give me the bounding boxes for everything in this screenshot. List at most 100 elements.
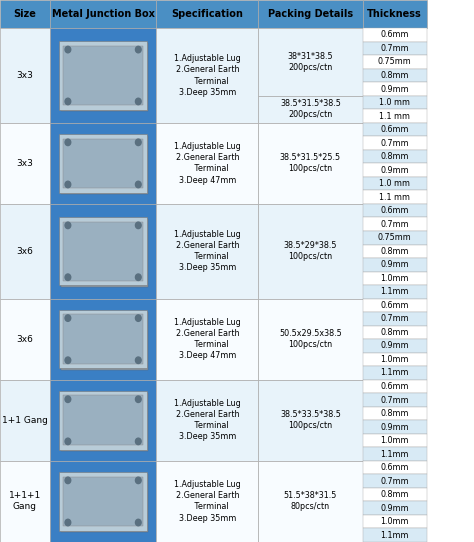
Bar <box>363 82 427 96</box>
Text: 0.75mm: 0.75mm <box>378 233 411 242</box>
Bar <box>363 69 427 82</box>
Text: 1.1mm: 1.1mm <box>380 450 409 459</box>
Text: 1.1mm: 1.1mm <box>380 287 409 296</box>
Text: 1.0mm: 1.0mm <box>380 517 409 526</box>
Bar <box>63 139 143 188</box>
Bar <box>363 150 427 163</box>
Bar <box>363 42 427 55</box>
Bar <box>50 299 156 380</box>
Text: 0.9mm: 0.9mm <box>380 85 409 94</box>
Bar <box>156 380 258 461</box>
Text: 1.0mm: 1.0mm <box>380 355 409 364</box>
Bar <box>363 123 427 137</box>
Bar <box>61 136 148 194</box>
Bar <box>0 28 50 123</box>
Bar <box>363 163 427 177</box>
Bar <box>59 134 147 192</box>
Bar <box>0 204 50 299</box>
Bar <box>61 393 148 451</box>
Bar <box>61 43 148 111</box>
Bar <box>258 28 363 96</box>
Bar <box>156 299 258 380</box>
Circle shape <box>65 274 71 280</box>
Circle shape <box>136 139 141 146</box>
Bar <box>363 244 427 258</box>
Circle shape <box>65 396 71 403</box>
Bar <box>363 447 427 461</box>
Circle shape <box>136 222 141 229</box>
Bar <box>363 474 427 488</box>
Text: 38.5*31.5*25.5
100pcs/ctn: 38.5*31.5*25.5 100pcs/ctn <box>280 153 341 173</box>
Text: 0.9mm: 0.9mm <box>380 166 409 175</box>
Bar <box>156 204 258 299</box>
Bar <box>59 310 147 369</box>
Bar <box>363 501 427 515</box>
Bar <box>63 46 143 105</box>
Bar <box>363 353 427 366</box>
Bar <box>50 380 156 461</box>
Bar <box>363 380 427 393</box>
Text: 3x6: 3x6 <box>17 247 33 256</box>
Bar <box>363 461 427 474</box>
Bar <box>59 391 147 449</box>
Bar <box>363 326 427 339</box>
Text: 0.7mm: 0.7mm <box>380 220 409 229</box>
Text: 0.9mm: 0.9mm <box>380 423 409 431</box>
Bar <box>156 28 258 123</box>
Text: 0.6mm: 0.6mm <box>380 301 409 310</box>
Text: Metal Junction Box: Metal Junction Box <box>52 9 155 19</box>
Text: 0.7mm: 0.7mm <box>380 139 409 147</box>
Text: 0.9mm: 0.9mm <box>380 504 409 513</box>
Circle shape <box>136 181 141 188</box>
Circle shape <box>65 181 71 188</box>
Text: 0.7mm: 0.7mm <box>380 314 409 324</box>
Text: 1.0mm: 1.0mm <box>380 436 409 445</box>
Text: 1.0 mm: 1.0 mm <box>379 98 410 107</box>
Bar <box>0 461 50 542</box>
Text: 1+1 Gang: 1+1 Gang <box>2 416 48 425</box>
Text: 1.0 mm: 1.0 mm <box>379 179 410 188</box>
Text: 0.7mm: 0.7mm <box>380 44 409 53</box>
Text: 0.8mm: 0.8mm <box>380 247 409 256</box>
Text: 38.5*33.5*38.5
100pcs/ctn: 38.5*33.5*38.5 100pcs/ctn <box>280 410 341 430</box>
Bar <box>363 217 427 231</box>
Text: 1.Adjustable Lug
2.General Earth
   Terminal
3.Deep 35mm: 1.Adjustable Lug 2.General Earth Termina… <box>174 54 241 96</box>
Text: 1.Adjustable Lug
2.General Earth
   Terminal
3.Deep 47mm: 1.Adjustable Lug 2.General Earth Termina… <box>174 318 241 360</box>
Bar <box>50 28 156 123</box>
Circle shape <box>136 477 141 483</box>
Bar <box>156 123 258 204</box>
Text: 50.5x29.5x38.5
100pcs/ctn: 50.5x29.5x38.5 100pcs/ctn <box>279 329 342 349</box>
Bar <box>50 123 156 204</box>
Text: 0.6mm: 0.6mm <box>380 382 409 391</box>
Bar <box>61 312 148 370</box>
Text: 1.1mm: 1.1mm <box>380 369 409 377</box>
Text: 0.7mm: 0.7mm <box>380 396 409 404</box>
Bar <box>363 28 427 42</box>
Bar <box>363 258 427 272</box>
Bar <box>258 123 363 204</box>
Text: Packing Details: Packing Details <box>268 9 353 19</box>
Text: 0.8mm: 0.8mm <box>380 328 409 337</box>
Bar <box>50 0 156 28</box>
Text: 0.6mm: 0.6mm <box>380 206 409 215</box>
Bar <box>363 96 427 109</box>
Bar <box>50 204 156 299</box>
Bar <box>156 0 258 28</box>
Text: 0.6mm: 0.6mm <box>380 463 409 472</box>
Circle shape <box>65 222 71 229</box>
Bar <box>0 299 50 380</box>
Text: 0.6mm: 0.6mm <box>380 125 409 134</box>
Bar <box>0 123 50 204</box>
Circle shape <box>136 46 141 53</box>
Bar <box>258 96 363 123</box>
Bar <box>63 222 143 281</box>
Text: 1.Adjustable Lug
2.General Earth
   Terminal
3.Deep 47mm: 1.Adjustable Lug 2.General Earth Termina… <box>174 142 241 184</box>
Circle shape <box>65 477 71 483</box>
Bar <box>363 528 427 542</box>
Bar <box>258 204 363 299</box>
Text: 0.8mm: 0.8mm <box>380 71 409 80</box>
Text: Specification: Specification <box>172 9 243 19</box>
Circle shape <box>65 98 71 105</box>
Circle shape <box>136 396 141 403</box>
Text: 1.Adjustable Lug
2.General Earth
   Terminal
3.Deep 35mm: 1.Adjustable Lug 2.General Earth Termina… <box>174 399 241 441</box>
